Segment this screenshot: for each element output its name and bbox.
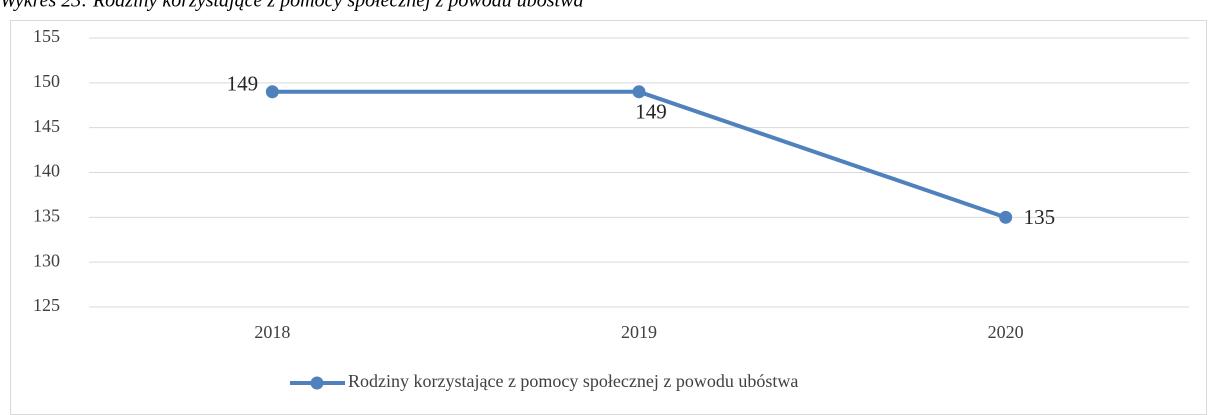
data-point xyxy=(632,85,646,99)
x-tick-label: 2020 xyxy=(988,322,1024,342)
data-point xyxy=(265,85,279,99)
y-tick-label: 140 xyxy=(33,161,60,181)
y-tick-label: 145 xyxy=(33,116,60,136)
y-tick-label: 150 xyxy=(33,71,60,91)
x-tick-label: 2018 xyxy=(254,322,290,342)
data-label: 149 xyxy=(227,72,259,96)
data-point xyxy=(999,210,1013,224)
y-tick-label: 130 xyxy=(33,250,60,270)
y-tick-label: 135 xyxy=(33,205,60,225)
data-label: 135 xyxy=(1024,205,1056,229)
y-tick-label: 125 xyxy=(33,295,60,315)
data-label: 149 xyxy=(635,100,667,124)
chart-title: Wykres 23: Rodziny korzystające z pomocy… xyxy=(0,0,583,12)
legend-marker xyxy=(310,376,324,390)
legend-label: Rodziny korzystające z pomocy społecznej… xyxy=(348,371,798,391)
y-tick-label: 155 xyxy=(33,26,60,46)
x-tick-label: 2019 xyxy=(621,322,657,342)
